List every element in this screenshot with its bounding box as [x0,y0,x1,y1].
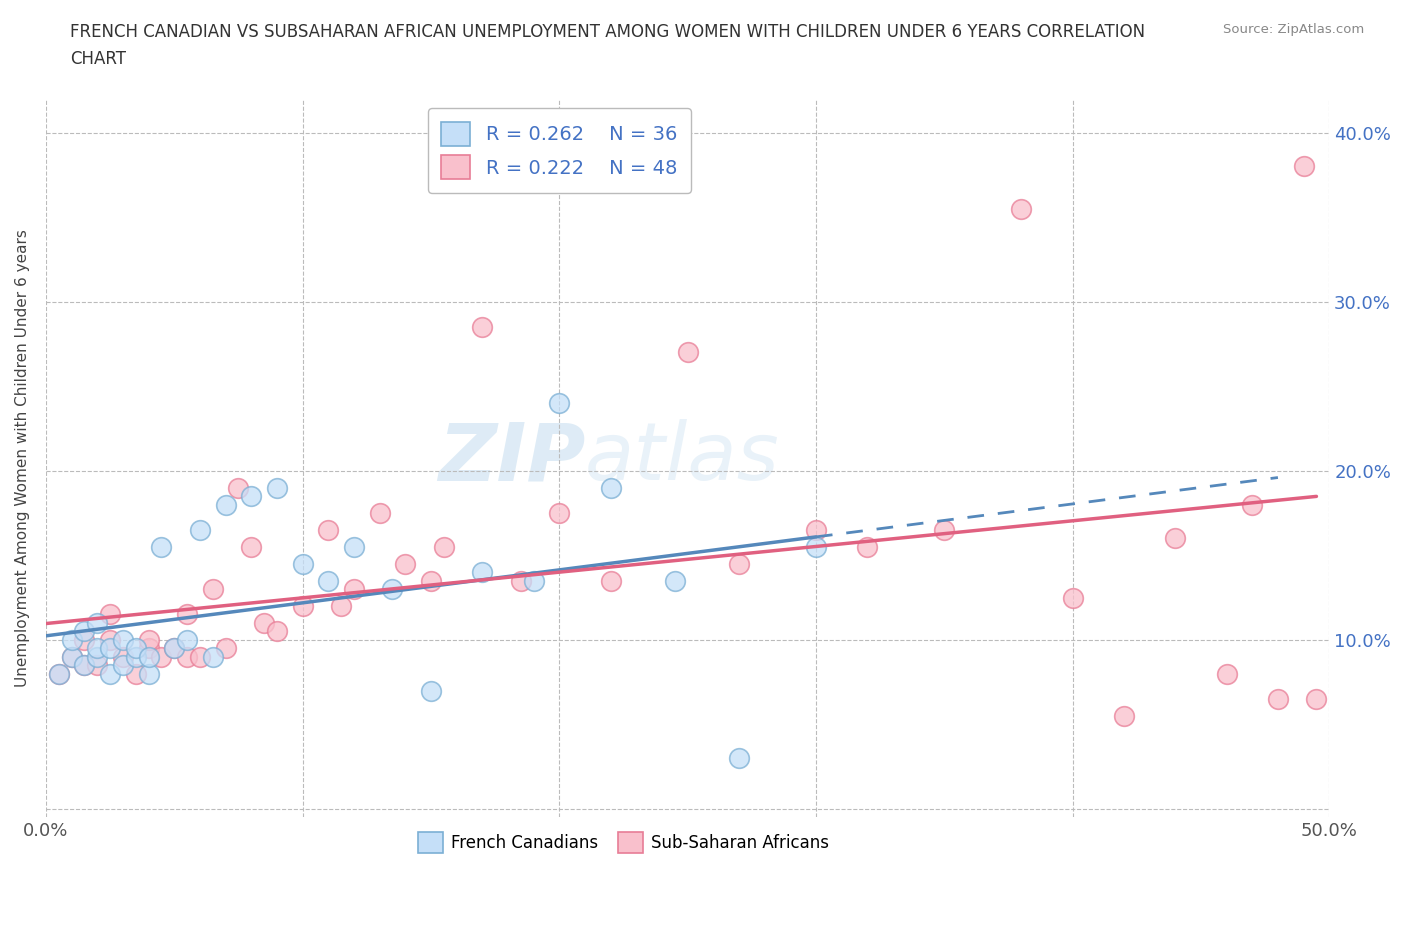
Legend: French Canadians, Sub-Saharan Africans: French Canadians, Sub-Saharan Africans [411,826,837,859]
Text: Source: ZipAtlas.com: Source: ZipAtlas.com [1223,23,1364,36]
Point [291,556,314,571]
Point [86,658,108,672]
Point [330,599,353,614]
Point [214,498,236,512]
Point [138,649,160,664]
Point [664,573,686,588]
Point [1241,498,1264,512]
Text: atlas: atlas [585,419,780,497]
Point [60,649,83,664]
Point [291,599,314,614]
Point [176,649,198,664]
Point [111,632,134,647]
Point [548,395,571,410]
Point [150,539,173,554]
Point [804,539,827,554]
Point [228,480,250,495]
Point [163,641,186,656]
Point [1292,159,1315,174]
Point [316,573,339,588]
Point [73,658,96,672]
Point [420,573,443,588]
Point [48,666,70,681]
Point [728,556,751,571]
Point [98,632,121,647]
Point [1112,709,1135,724]
Point [266,624,288,639]
Point [48,666,70,681]
Point [316,523,339,538]
Point [188,523,211,538]
Point [1305,692,1327,707]
Point [98,607,121,622]
Point [420,684,443,698]
Point [125,666,148,681]
Text: ZIP: ZIP [437,419,585,497]
Point [253,616,276,631]
Point [86,616,108,631]
Point [368,506,391,521]
Point [266,480,288,495]
Point [125,641,148,656]
Point [111,649,134,664]
Point [201,581,224,596]
Point [804,523,827,538]
Point [394,556,416,571]
Point [125,649,148,664]
Point [381,581,404,596]
Point [1215,666,1237,681]
Point [111,658,134,672]
Point [1164,531,1187,546]
Point [60,649,83,664]
Point [343,539,366,554]
Point [98,641,121,656]
Point [599,573,621,588]
Point [509,573,531,588]
Point [599,480,621,495]
Point [240,488,263,503]
Text: FRENCH CANADIAN VS SUBSAHARAN AFRICAN UNEMPLOYMENT AMONG WOMEN WITH CHILDREN UND: FRENCH CANADIAN VS SUBSAHARAN AFRICAN UN… [70,23,1146,68]
Point [60,632,83,647]
Point [676,345,699,360]
Point [214,641,236,656]
Point [86,649,108,664]
Point [1010,201,1032,216]
Point [98,666,121,681]
Point [548,506,571,521]
Point [138,666,160,681]
Point [934,523,956,538]
Point [856,539,879,554]
Point [471,565,494,579]
Y-axis label: Unemployment Among Women with Children Under 6 years: Unemployment Among Women with Children U… [15,229,30,687]
Point [150,649,173,664]
Point [471,320,494,335]
Point [1267,692,1289,707]
Point [728,751,751,765]
Point [1062,591,1084,605]
Point [240,539,263,554]
Point [343,581,366,596]
Point [163,641,186,656]
Point [523,573,546,588]
Point [86,641,108,656]
Point [73,624,96,639]
Point [73,632,96,647]
Point [433,539,456,554]
Point [73,658,96,672]
Point [138,632,160,647]
Point [188,649,211,664]
Point [138,641,160,656]
Point [176,632,198,647]
Point [201,649,224,664]
Point [176,607,198,622]
